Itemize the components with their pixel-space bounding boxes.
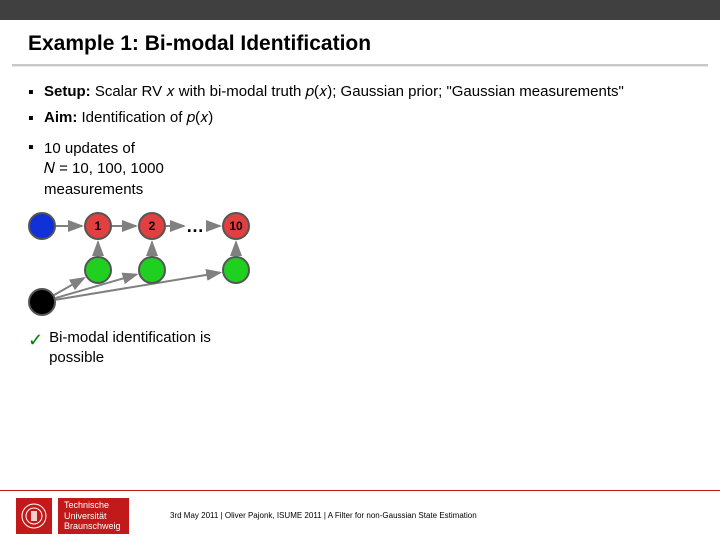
bullet-updates: ▪ 10 updates of 𝑁 = 10, 100, 1000 measur… xyxy=(28,139,692,200)
ellipsis-label: … xyxy=(186,216,204,237)
diagram-node-u2: 2 xyxy=(138,212,166,240)
conclusion-text: Bi-modal identification is possible xyxy=(49,328,248,369)
updates-text: 10 updates of 𝑁 = 10, 100, 1000 measurem… xyxy=(44,139,164,200)
content-area: ▪ Setup: Scalar RV 𝑥 with bi-modal truth… xyxy=(0,66,720,368)
diagram-node-m10 xyxy=(222,256,250,284)
footer: Technische Universität Braunschweig 3rd … xyxy=(0,490,720,540)
diagram-node-u1: 1 xyxy=(84,212,112,240)
aim-text: Aim: Identification of 𝑝(𝑥) xyxy=(44,108,213,128)
footer-meta: 3rd May 2011 | Oliver Pajonk, ISUME 2011… xyxy=(170,511,477,520)
diagram-node-prior xyxy=(28,212,56,240)
footer-divider xyxy=(0,490,720,491)
square-bullet-icon: ▪ xyxy=(28,108,38,130)
check-icon: ✓ xyxy=(28,328,43,352)
update-diagram: … 12 10 xyxy=(28,212,288,312)
square-bullet-icon: ▪ xyxy=(28,139,38,157)
bullet-setup: ▪ Setup: Scalar RV 𝑥 with bi-modal truth… xyxy=(28,82,692,104)
diagram-node-m1 xyxy=(84,256,112,284)
footer-logo-block: Technische Universität Braunschweig xyxy=(16,498,129,534)
diagram-node-u10: 10 xyxy=(222,212,250,240)
university-seal-icon xyxy=(16,498,52,534)
bullet-conclusion: ✓ Bi-modal identification is possible xyxy=(28,328,248,369)
university-name: Technische Universität Braunschweig xyxy=(58,498,129,534)
square-bullet-icon: ▪ xyxy=(28,82,38,104)
page-title: Example 1: Bi-modal Identification xyxy=(0,20,720,56)
top-dark-bar xyxy=(0,0,720,20)
bullet-aim: ▪ Aim: Identification of 𝑝(𝑥) xyxy=(28,108,692,130)
diagram-node-m2 xyxy=(138,256,166,284)
setup-text: Setup: Scalar RV 𝑥 with bi-modal truth 𝑝… xyxy=(44,82,624,102)
diagram-node-source xyxy=(28,288,56,316)
